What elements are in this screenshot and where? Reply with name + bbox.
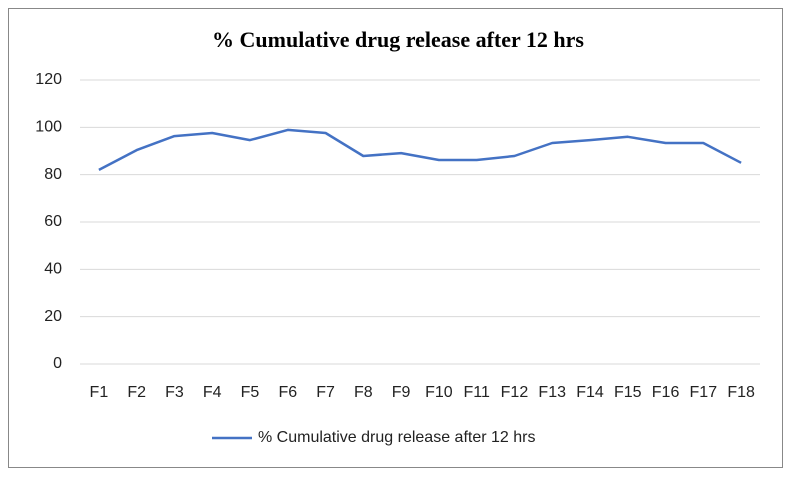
chart-frame	[8, 8, 783, 468]
x-tick-label: F10	[425, 384, 453, 401]
x-tick-label: F17	[690, 384, 718, 401]
legend-label: % Cumulative drug release after 12 hrs	[258, 429, 535, 446]
x-tick-label: F15	[614, 384, 642, 401]
x-tick-label: F7	[316, 384, 335, 401]
y-tick-label: 40	[44, 261, 62, 278]
y-tick-label: 20	[44, 308, 62, 325]
y-tick-label: 80	[44, 166, 62, 183]
x-tick-label: F16	[652, 384, 680, 401]
data-line	[98, 128, 742, 172]
y-tick-label: 0	[53, 355, 62, 372]
x-tick-label: F3	[165, 384, 184, 401]
x-tick-label: F11	[463, 384, 489, 401]
x-tick-label: F1	[90, 384, 109, 401]
y-tick-label: 60	[44, 213, 62, 230]
chart-title: % Cumulative drug release after 12 hrs	[212, 27, 584, 52]
x-tick-label: F13	[538, 384, 566, 401]
y-tick-label: 120	[35, 71, 62, 88]
x-tick-label: F6	[278, 384, 297, 401]
x-tick-label: F14	[576, 384, 604, 401]
x-tick-label: F9	[392, 384, 411, 401]
x-tick-label: F5	[241, 384, 260, 401]
y-tick-label: 100	[35, 119, 62, 136]
x-tick-label: F18	[727, 384, 755, 401]
x-tick-label: F2	[127, 384, 146, 401]
x-tick-label: F12	[501, 384, 529, 401]
x-tick-label: F8	[354, 384, 373, 401]
x-tick-label: F4	[203, 384, 222, 401]
